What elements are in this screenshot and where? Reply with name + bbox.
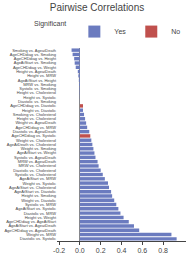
svg-text:AgeAtStart vs. Diastolic: AgeAtStart vs. Diastolic [14, 189, 56, 194]
svg-text:AgeCHDdiag vs. Diastolic: AgeCHDdiag vs. Diastolic [10, 103, 56, 108]
svg-text:Weight vs. Smoking: Weight vs. Smoking [21, 146, 56, 151]
svg-text:Systolic vs. MRW: Systolic vs. MRW [25, 202, 56, 207]
svg-text:AgeAtStart vs. Weight: AgeAtStart vs. Weight [17, 150, 57, 155]
svg-text:Height vs. MRW: Height vs. MRW [27, 73, 56, 78]
svg-text:AgeCHDdiag vs. Systolic: AgeCHDdiag vs. Systolic [12, 133, 56, 138]
svg-text:Systolic vs. AgeatDeath: Systolic vs. AgeatDeath [14, 155, 56, 160]
svg-text:AgeAtStart vs. Cholesterol: AgeAtStart vs. Cholesterol [9, 185, 56, 190]
svg-text:AgeCHDdiag vs. AgeAtStart: AgeCHDdiag vs. AgeAtStart [6, 219, 57, 224]
svg-text:Height vs. Cholesterol: Height vs. Cholesterol [17, 90, 56, 95]
svg-text:Yes: Yes [114, 28, 126, 35]
svg-text:AgeAtStart vs. AgeatDeath: AgeAtStart vs. AgeatDeath [8, 223, 56, 228]
svg-text:0.8: 0.8 [158, 247, 168, 254]
svg-text:0.0: 0.0 [75, 247, 85, 254]
svg-text:No: No [171, 28, 180, 35]
svg-text:MRW vs. Smoking: MRW vs. Smoking [23, 82, 56, 87]
svg-text:Diastolic vs. Smoking: Diastolic vs. Smoking [18, 99, 56, 104]
svg-text:AgeAtDeath vs. Cholesterol: AgeAtDeath vs. Cholesterol [7, 142, 56, 147]
svg-text:Weight vs. Diastolic: Weight vs. Diastolic [21, 198, 56, 203]
svg-text:AgeAtStart vs. Smoking: AgeAtStart vs. Smoking [14, 60, 56, 65]
svg-text:AgeCHDdiag vs. AgeatDeath: AgeCHDdiag vs. AgeatDeath [4, 228, 56, 233]
svg-text:MRW vs. Cholesterol: MRW vs. Cholesterol [19, 163, 57, 168]
svg-text:AgeCHDdiag vs. Weight: AgeCHDdiag vs. Weight [13, 65, 57, 70]
svg-text:Pairwise Correlations: Pairwise Correlations [50, 2, 144, 13]
svg-text:Weight vs. MRW: Weight vs. MRW [26, 232, 56, 237]
svg-text:Weight vs. Systolic: Weight vs. Systolic [23, 181, 57, 186]
svg-text:-0.2: -0.2 [53, 247, 65, 254]
svg-text:AgeCHDdiag vs. Height: AgeCHDdiag vs. Height [14, 56, 57, 61]
svg-text:Height vs. AgeatDeath: Height vs. AgeatDeath [16, 69, 56, 74]
svg-text:Systolic vs. Cholesterol: Systolic vs. Cholesterol [15, 172, 56, 177]
svg-text:MRW vs. AgeatDeath: MRW vs. AgeatDeath [18, 159, 56, 164]
svg-text:Weight vs. Cholesterol: Weight vs. Cholesterol [16, 138, 56, 143]
svg-text:Height vs. Diastolic: Height vs. Diastolic [22, 108, 56, 113]
svg-text:0.6: 0.6 [137, 247, 147, 254]
svg-text:Weight vs. AgeatDeath: Weight vs. AgeatDeath [15, 120, 56, 125]
svg-text:Height vs. Weight: Height vs. Weight [25, 215, 57, 220]
svg-text:Diastolic vs. Systolic: Diastolic vs. Systolic [20, 236, 56, 241]
svg-text:Height vs. Smoking: Height vs. Smoking [22, 193, 56, 198]
svg-text:AgeAtStart vs. MRW: AgeAtStart vs. MRW [19, 176, 56, 181]
svg-text:Significant: Significant [34, 20, 66, 28]
svg-text:Height vs. Systolic: Height vs. Systolic [23, 95, 56, 100]
svg-text:0.4: 0.4 [117, 247, 127, 254]
svg-text:AgeCHDdiag vs. Smoking: AgeCHDdiag vs. Smoking [10, 52, 56, 57]
svg-text:AgeCHDdiag vs. MRW: AgeCHDdiag vs. MRW [15, 125, 56, 130]
svg-text:Smoking vs. AgeatDeath: Smoking vs. AgeatDeath [12, 48, 56, 53]
svg-text:AgeAtStart vs. Height: AgeAtStart vs. Height [18, 78, 57, 83]
svg-text:Diastolic vs. AgeatDeath: Diastolic vs. AgeatDeath [13, 129, 56, 134]
svg-text:AgeAtStart vs. Systolic: AgeAtStart vs. Systolic [16, 206, 56, 211]
svg-text:Systolic vs. Smoking: Systolic vs. Smoking [19, 86, 56, 91]
svg-text:Diastolic vs. Cholesterol: Diastolic vs. Cholesterol [13, 168, 56, 173]
svg-text:Smoking vs. Cholesterol: Smoking vs. Cholesterol [13, 112, 56, 117]
svg-text:Height vs. Cholesterol: Height vs. Cholesterol [17, 116, 56, 121]
svg-text:Diastolic vs. MRW: Diastolic vs. MRW [24, 211, 57, 216]
svg-text:0.2: 0.2 [96, 247, 106, 254]
